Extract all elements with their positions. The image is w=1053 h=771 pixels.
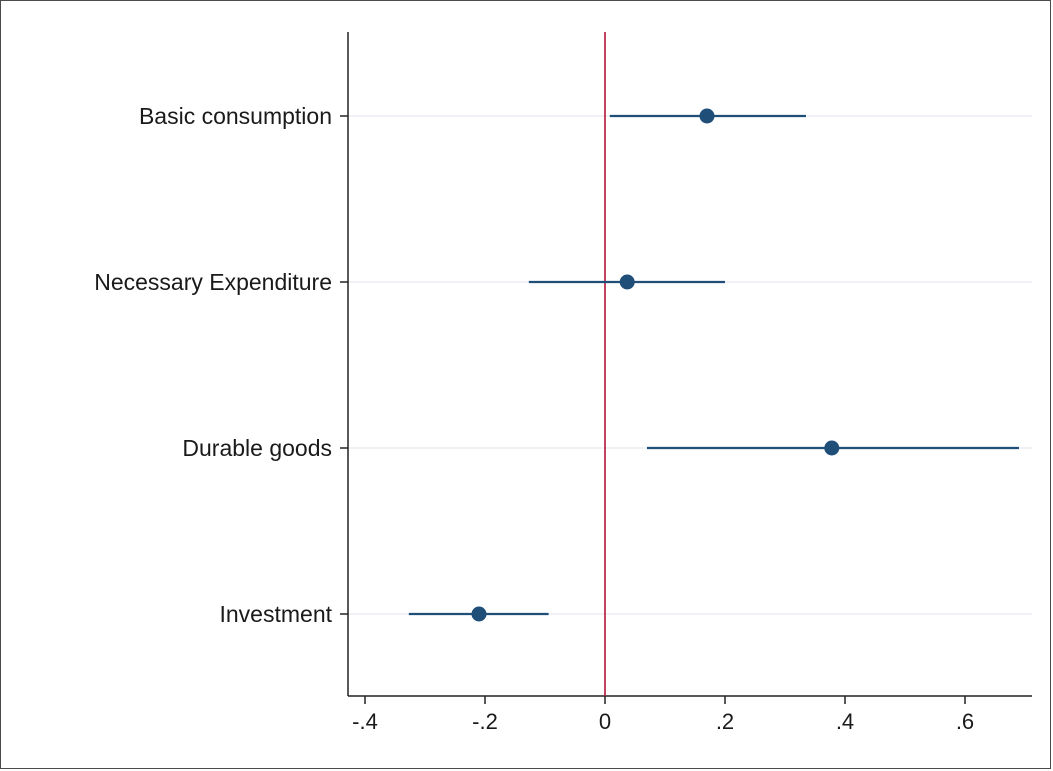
x-tick-label: 0 [599, 709, 611, 734]
x-tick-label: -.4 [352, 709, 378, 734]
point-estimate [619, 274, 635, 290]
x-tick-label: .6 [956, 709, 974, 734]
point-estimate [824, 440, 840, 456]
x-tick-label: .2 [716, 709, 734, 734]
category-label: Necessary Expenditure [94, 269, 332, 295]
category-label: Investment [220, 601, 333, 627]
point-estimate [699, 108, 715, 124]
point-estimate [471, 606, 487, 622]
x-tick-label: .4 [836, 709, 854, 734]
category-label: Durable goods [182, 435, 332, 461]
category-label: Basic consumption [139, 103, 332, 129]
x-tick-label: -.2 [472, 709, 498, 734]
